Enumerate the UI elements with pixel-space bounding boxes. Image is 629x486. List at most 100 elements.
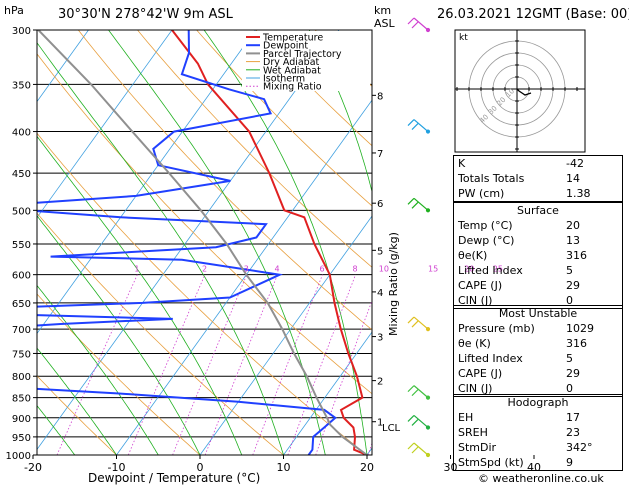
km-tick-label: 2: [377, 377, 383, 388]
wet-adiabat-line: [37, 284, 159, 455]
index-label: StmSpd (kt): [458, 456, 524, 469]
wet-adiabat-line: [108, 30, 326, 455]
pressure-tick-label: 900: [12, 414, 31, 425]
index-label: CAPE (J): [458, 279, 503, 292]
km-tick-label: 4: [377, 288, 383, 299]
index-value: 316: [566, 249, 587, 262]
surface-title: Surface: [517, 204, 559, 217]
dry-adiabat-line: [37, 375, 117, 455]
index-label: Lifted Index: [458, 264, 523, 277]
pressure-tick-label: 300: [12, 26, 31, 37]
index-row: StmSpd (kt) 9: [454, 455, 623, 471]
index-row: Totals Totals 14: [454, 171, 623, 186]
index-row: θe(K) 316: [454, 248, 623, 263]
index-label: CAPE (J): [458, 367, 503, 380]
wind-barb: [407, 442, 431, 458]
index-row: Lifted Index 5: [454, 351, 623, 366]
legend-entry: Mixing Ratio: [263, 82, 322, 93]
legend-entry: Dewpoint: [263, 41, 308, 52]
index-row: StmDir 342°: [454, 440, 623, 455]
datetime-label: 26.03.2021 12GMT (Base: 00): [437, 7, 629, 22]
mixing-ratio-label: 10: [379, 265, 389, 274]
legend-entry: Isotherm: [263, 74, 305, 85]
hodograph-title: Hodograph: [507, 396, 569, 409]
indices-top-table: K -42 Totals Totals 14 PW (cm) 1.38: [453, 155, 623, 202]
mixing-ratio-line: [252, 274, 323, 455]
temperature-tick-label: -10: [108, 461, 126, 474]
pressure-tick-label: 600: [12, 271, 31, 282]
legend-entry: Temperature: [262, 33, 323, 44]
mixing-ratio-label: 25: [493, 265, 503, 274]
wind-barb: [407, 385, 431, 400]
location-label: 30°30'N 278°42'W 9m ASL: [58, 7, 233, 22]
mixing-ratio-label: 3: [244, 265, 249, 274]
index-value: 14: [566, 172, 580, 185]
dry-adiabat-line: [137, 30, 372, 268]
pressure-unit-label: hPa: [4, 4, 24, 17]
pressure-tick-label: 750: [12, 349, 31, 360]
index-row: Temp (°C) 20: [454, 218, 623, 233]
pressure-tick-label: 1000: [6, 451, 31, 462]
mixing-ratio-label: 4: [275, 265, 280, 274]
isotherm-line: [37, 30, 340, 451]
pressure-tick-label: 500: [12, 206, 31, 217]
km-tick-label: 1: [377, 418, 383, 429]
index-label: Temp (°C): [458, 219, 513, 232]
wind-barb: [407, 17, 431, 33]
mixing-ratio-label: 1: [134, 265, 139, 274]
wind-barb: [407, 415, 431, 430]
index-value: 29: [566, 367, 580, 380]
index-label: Lifted Index: [458, 352, 523, 365]
temperature-tick-label: 10: [277, 461, 291, 474]
mixing-ratio-line: [315, 299, 372, 455]
temperature-tick-label: 0: [197, 461, 204, 474]
index-row: CIN (J) 0: [454, 293, 623, 309]
km-tick-label: 6: [377, 199, 383, 210]
index-value: 9: [566, 456, 573, 469]
index-label: PW (cm): [458, 187, 505, 200]
mixing-ratio-axis-title: Mixing Ratio (g/kg): [387, 232, 400, 336]
pressure-tick-label: 550: [12, 240, 31, 251]
series-parcel-trajectory: [37, 30, 368, 455]
index-row: PW (cm) 1.38: [454, 186, 623, 202]
legend-background: [242, 31, 370, 91]
most-unstable-title: Most Unstable: [498, 307, 578, 320]
isotherm-line: [283, 331, 372, 455]
hodograph-ring-label: 40: [478, 113, 490, 125]
index-label: Dewp (°C): [458, 234, 515, 247]
temperature-tick-label: -20: [24, 461, 42, 474]
index-row: CIN (J) 0: [454, 381, 623, 397]
wet-adiabat-line: [37, 405, 76, 455]
km-tick-label: 5: [377, 246, 383, 257]
most-unstable-table: Most Unstable Pressure (mb) 1029 θe (K) 316…: [453, 305, 623, 397]
temperature-tick-label: 20: [360, 461, 374, 474]
legend-entry: Dry Adiabat: [263, 57, 320, 68]
index-row: Lifted Index 5: [454, 263, 623, 278]
mixing-ratio-label: 6: [319, 265, 324, 274]
asl-unit-label: ASL: [374, 17, 395, 30]
km-tick-label: 8: [377, 91, 383, 102]
index-row: SREH 23: [454, 425, 623, 440]
index-value: 316: [566, 337, 587, 350]
index-label: CIN (J): [458, 294, 493, 307]
hodograph-ring-label: 20: [495, 96, 507, 108]
mixing-ratio-label: 20: [464, 265, 474, 274]
index-row: CAPE (J) 29: [454, 278, 623, 293]
dry-adiabat-line: [196, 30, 372, 207]
x-axis-title: Dewpoint / Temperature (°C): [88, 471, 261, 485]
km-tick-label: 7: [377, 149, 383, 160]
index-value: -42: [566, 157, 584, 170]
index-value: 5: [566, 264, 573, 277]
legend-entry: Parcel Trajectory: [263, 49, 342, 60]
index-value: 20: [566, 219, 580, 232]
index-value: 0: [566, 294, 573, 307]
series-temperature: [171, 30, 368, 455]
wet-adiabat-line: [203, 30, 368, 455]
mixing-ratio-line: [204, 274, 278, 455]
pressure-tick-label: 800: [12, 372, 31, 383]
km-tick-label: 3: [377, 333, 383, 344]
copyright-label: © weatheronline.co.uk: [478, 472, 604, 485]
hodograph-unit-label: kt: [459, 33, 468, 43]
index-label: CIN (J): [458, 382, 493, 395]
